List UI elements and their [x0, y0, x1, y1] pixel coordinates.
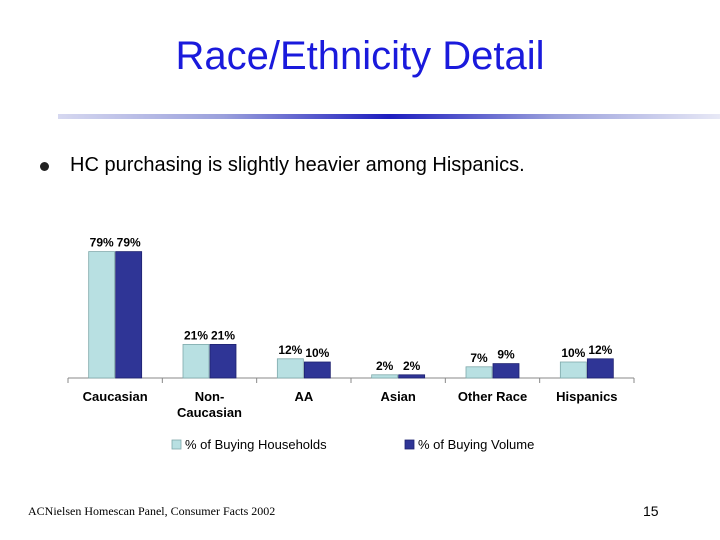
title-divider — [58, 114, 720, 119]
data-label: 10% — [561, 346, 585, 360]
data-label: 2% — [376, 359, 394, 373]
bullet-icon — [40, 162, 49, 171]
data-label: 79% — [117, 236, 141, 250]
data-label: 7% — [470, 351, 488, 365]
bar-volume — [398, 374, 426, 379]
data-label: 9% — [497, 348, 515, 362]
legend-swatch — [404, 439, 415, 450]
bar-households — [371, 374, 399, 379]
page-number: 15 — [643, 503, 659, 519]
category-label: Hispanics — [556, 389, 617, 404]
category-label: Other Race — [458, 389, 527, 404]
data-label: 21% — [184, 328, 208, 342]
category-label: AA — [294, 389, 313, 404]
bar-households — [276, 358, 304, 379]
legend-label: % of Buying Volume — [418, 437, 534, 452]
legend-label: % of Buying Households — [185, 437, 327, 452]
bar-volume — [586, 358, 614, 379]
data-label: 21% — [211, 328, 235, 342]
bar-households — [465, 366, 493, 379]
bar-households — [182, 343, 210, 379]
category-label: Non- — [195, 389, 225, 404]
source-note: ACNielsen Homescan Panel, Consumer Facts… — [28, 504, 276, 518]
bullet-text: HC purchasing is slightly heavier among … — [70, 154, 525, 176]
bar-volume — [209, 343, 237, 379]
category-label: Caucasian — [83, 389, 148, 404]
bar-volume — [492, 363, 520, 379]
legend-swatch — [171, 439, 182, 450]
bar-households — [88, 251, 116, 379]
data-label: 79% — [90, 236, 114, 250]
category-label: Asian — [380, 389, 415, 404]
bar-households — [559, 361, 587, 379]
bar-volume — [115, 251, 143, 379]
data-label: 10% — [305, 346, 329, 360]
data-label: 2% — [403, 359, 421, 373]
data-label: 12% — [278, 343, 302, 357]
data-label: 12% — [588, 343, 612, 357]
category-label: Caucasian — [177, 405, 242, 420]
slide-title: Race/Ethnicity Detail — [175, 34, 545, 78]
bar-volume — [303, 361, 331, 379]
